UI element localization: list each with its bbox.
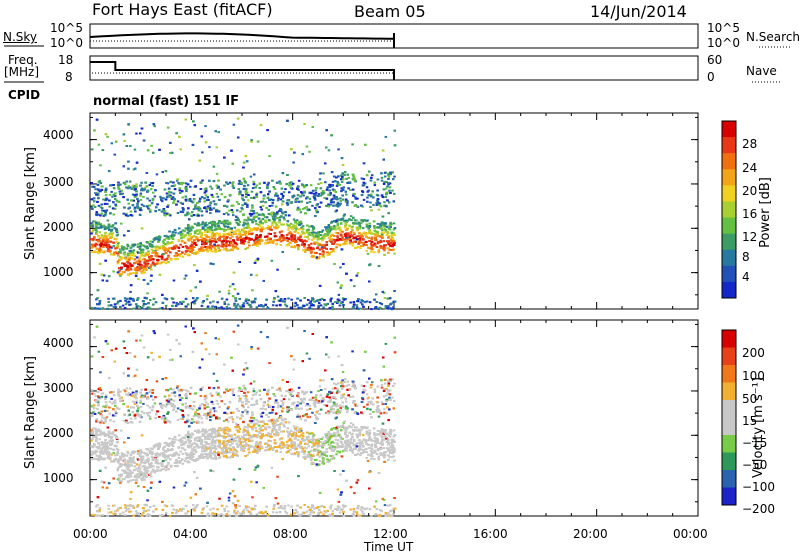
xtick-4: 16:00 [473,527,508,541]
power-colorbar-swatch [722,121,736,138]
power-ytick-2000: 2000 [43,220,74,234]
beam-label: Beam 05 [354,2,426,21]
velocity-colorbar-swatch [722,330,736,348]
vel-ytick-1000: 1000 [43,471,74,485]
power-colorbar-swatch [722,265,736,283]
nsky-trace [89,32,395,40]
vel-cb-50: 50 [742,392,758,406]
power-cb-28: 28 [742,137,758,151]
power-colorbar-swatch [722,249,736,267]
power-cb-8: 8 [742,250,750,264]
power-colorbar-swatch [722,153,736,170]
power-colorbar-swatch [722,185,736,202]
xlabel: Time UT [364,540,414,554]
power-colorbar-swatch [722,169,736,186]
velocity-colorbar-swatch [722,382,736,401]
xtick-2: 08:00 [273,527,308,541]
velocity-colorbar-swatch [722,452,736,471]
vel-cb-m200: −200 [742,502,775,516]
velocity-scatter [90,324,397,518]
power-colorbar-swatch [722,201,736,219]
power-ytick-3000: 3000 [43,175,74,189]
velocity-colorbar-swatch [722,435,736,453]
power-colorbar-swatch [722,217,736,235]
nave-label: Nave [746,64,777,78]
velocity-colorbar-frame [721,329,737,506]
power-colorbar-swatch [722,233,736,251]
velocity-colorbar-swatch [722,417,736,436]
freq-unit-label: [MHz] [4,65,40,79]
velocity-colorbar-swatch [722,470,736,488]
vel-ytick-2000: 2000 [43,426,74,440]
power-cb-24: 24 [742,161,758,175]
vel-cb-m50: −50 [742,458,768,472]
power-cb-20: 20 [742,184,758,198]
vel-cb-15: 15 [742,414,758,428]
freq-tick-bottom: 8 [65,70,73,84]
xtick-0: 00:00 [73,527,108,541]
freq-tick-top: 18 [58,53,74,67]
nsearch-tick-bottom: 10^0 [707,36,740,50]
velocity-colorbar-swatch [722,365,736,383]
vel-ytick-3000: 3000 [43,381,74,395]
xtick-6: 00:00 [673,527,708,541]
xtick-1: 04:00 [173,527,208,541]
power-ytick-4000: 4000 [43,128,74,142]
nsearch-label: N.Search [746,30,800,44]
date-label: 14/Jun/2014 [590,2,687,21]
freq-label: Freq. [8,53,38,67]
power-colorbar-frame [721,120,737,299]
vel-cb-200: 200 [742,346,765,360]
vel-cb-100: 100 [742,369,765,383]
cpid-text: normal (fast) 151 IF [93,94,240,109]
nave-tick-bottom: 0 [707,70,715,84]
power-cb-4: 4 [742,270,750,284]
nsearch-tick-top: 10^5 [707,21,740,35]
power-colorbar-swatch [722,137,736,154]
nsky-tick-top: 10^5 [50,21,83,35]
cpid-label: CPID [8,88,41,102]
power-cb-16: 16 [742,207,758,221]
xtick-3: 12:00 [373,527,408,541]
freq-trace [90,61,395,80]
nave-tick-top: 60 [707,53,723,67]
velocity-colorbar-swatch [722,400,736,418]
vel-cb-m100: −100 [742,480,775,494]
power-colorbar-swatch [722,281,736,299]
velocity-colorbar-swatch [722,347,736,366]
velocity-colorbar-swatch [722,487,736,506]
power-cb-12: 12 [742,230,758,244]
vel-ytick-4000: 4000 [43,336,74,350]
nsky-label: N.Sky [3,30,38,44]
power-ytick-1000: 1000 [43,265,74,279]
power-scatter [90,117,397,311]
nsky-tick-bottom: 10^0 [50,36,83,50]
xtick-5: 20:00 [573,527,608,541]
vel-cb-m15: −15 [742,436,768,450]
chart-title: Fort Hays East (fitACF) [92,0,273,19]
